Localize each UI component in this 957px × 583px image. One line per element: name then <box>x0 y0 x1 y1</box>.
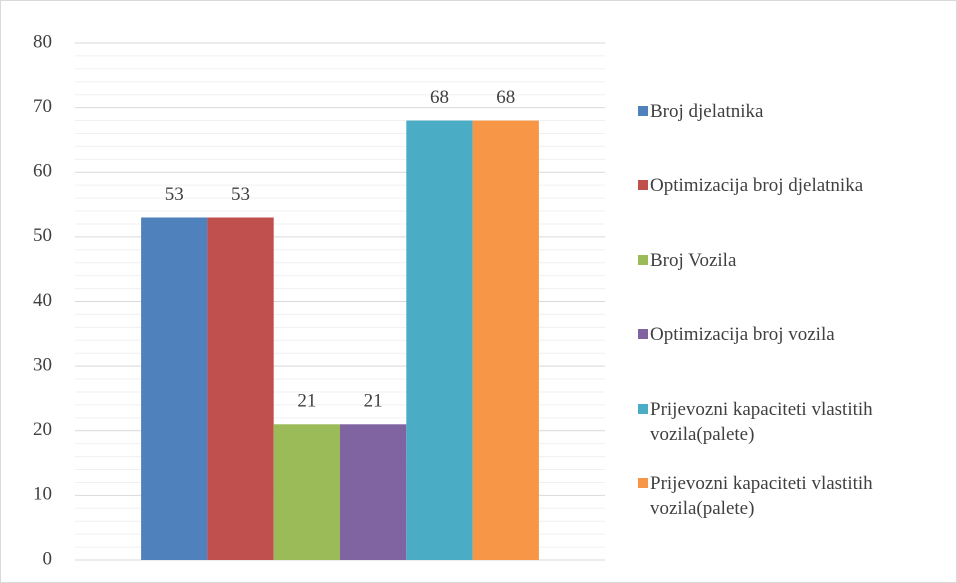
legend-label: Prijevozni kapaciteti vlastitih vozila(p… <box>650 473 873 519</box>
legend-swatch <box>638 106 648 116</box>
bar <box>273 424 340 560</box>
legend-item: Broj djelatnika <box>638 99 957 124</box>
legend-item: Prijevozni kapaciteti vlastitih vozila(p… <box>638 471 957 521</box>
bar <box>207 217 274 561</box>
legend-label: Broj Vozila <box>650 249 737 271</box>
legend-swatch <box>638 329 648 340</box>
data-label: 21 <box>297 391 316 412</box>
y-tick-label: 50 <box>33 225 52 246</box>
legend-swatch <box>638 254 648 265</box>
legend-label: Optimizacija broj vozila <box>650 324 835 346</box>
bar <box>141 217 208 561</box>
legend-swatch <box>638 403 648 414</box>
bar <box>472 120 539 561</box>
y-tick-label: 0 <box>43 548 53 569</box>
data-label: 21 <box>364 391 383 412</box>
y-tick-label: 20 <box>33 419 52 440</box>
y-tick-label: 30 <box>33 354 52 375</box>
y-tick-label: 10 <box>33 484 52 505</box>
data-label: 53 <box>165 184 184 205</box>
legend-label: Optimizacija broj djelatnika <box>650 175 864 197</box>
data-label: 53 <box>231 184 250 205</box>
legend-label: Broj djelatnika <box>650 101 764 122</box>
data-label: 68 <box>430 87 449 108</box>
y-tick-label: 60 <box>33 161 52 182</box>
legend-item: Optimizacija broj vozila <box>638 322 957 347</box>
legend-item: Optimizacija broj djelatnika <box>638 173 957 198</box>
y-tick-label: 80 <box>33 31 52 52</box>
bar <box>406 120 473 561</box>
y-tick-label: 40 <box>33 290 52 311</box>
legend-item: Broj Vozila <box>638 248 957 273</box>
data-label: 68 <box>496 87 515 108</box>
bar <box>340 424 407 560</box>
y-tick-label: 70 <box>33 96 52 117</box>
legend-swatch <box>638 478 648 488</box>
legend-label: Prijevozni kapaciteti vlastitih vozila(p… <box>650 398 873 445</box>
legend-swatch <box>638 180 648 191</box>
legend-item: Prijevozni kapaciteti vlastitih vozila(p… <box>638 397 957 447</box>
